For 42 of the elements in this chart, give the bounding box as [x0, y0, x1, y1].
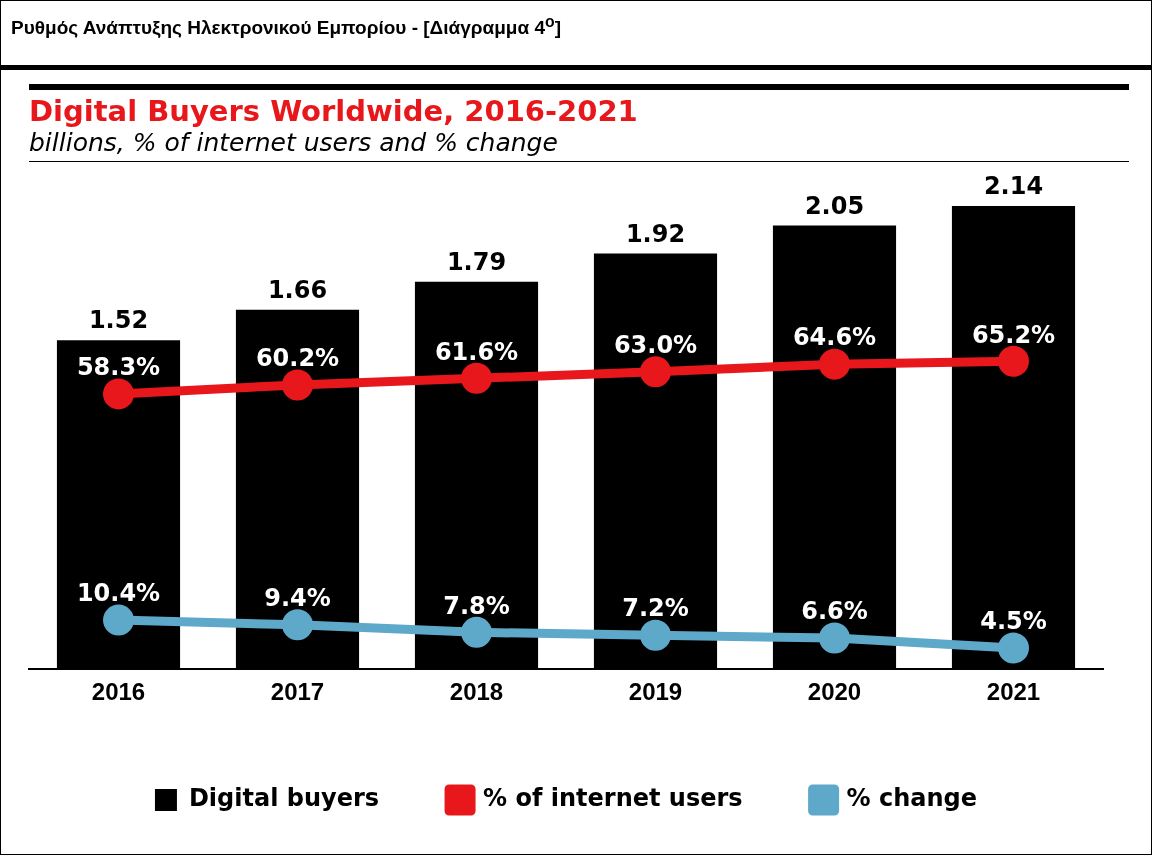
x-tick-label: 2019	[628, 678, 683, 706]
x-tick-label: 2018	[449, 678, 504, 706]
data-label: 7.8%	[443, 591, 510, 620]
point	[640, 619, 671, 651]
text: Ρυθμός Ανάπτυξης Ηλεκτρονικού Εμπορίου - [Διάγραμμα 4$^{o}$]	[1, 1, 1151, 70]
point	[282, 609, 313, 641]
point	[282, 369, 313, 401]
point	[103, 378, 134, 410]
point	[461, 616, 492, 648]
data-label: 1.79	[446, 247, 507, 276]
legend-label: % of internet users	[483, 784, 743, 813]
point	[998, 632, 1029, 664]
data-label: 1.92	[625, 219, 686, 248]
legend-label: Digital buyers	[188, 784, 380, 813]
x-tick-label: 2017	[270, 678, 325, 706]
data-label: 64.6%	[792, 323, 877, 352]
data-label: 1.52	[88, 306, 149, 335]
chart-subtitle: billions, % of internet users and % change	[29, 128, 1129, 162]
x-tick-label: 2020	[807, 678, 862, 706]
data-label: 2.14	[983, 172, 1044, 201]
data-label: 61.6%	[434, 337, 519, 366]
data-label: 2.05	[804, 191, 865, 220]
point	[819, 622, 850, 654]
data-label: 58.3%	[76, 353, 161, 382]
data-label: 65.2%	[971, 320, 1056, 349]
data-label: 63.0%	[613, 330, 698, 359]
data-label: 7.2%	[622, 594, 689, 623]
x-tick-label: 2021	[986, 678, 1041, 706]
data-label: 1.66	[267, 276, 328, 305]
point	[103, 604, 134, 636]
data-label: 10.4%	[76, 579, 161, 608]
point	[461, 362, 492, 394]
x-tick-label: 2016	[91, 678, 146, 706]
data-label: 60.2%	[255, 344, 340, 373]
legend-label: % change	[846, 784, 978, 813]
data-label: 6.6%	[801, 597, 868, 626]
chart-title: Digital Buyers Worldwide, 2016-2021	[29, 84, 1129, 128]
point	[640, 356, 671, 388]
data-label: 4.5%	[980, 607, 1047, 636]
point	[998, 345, 1029, 377]
data-label: 9.4%	[264, 584, 331, 613]
point	[819, 348, 850, 380]
